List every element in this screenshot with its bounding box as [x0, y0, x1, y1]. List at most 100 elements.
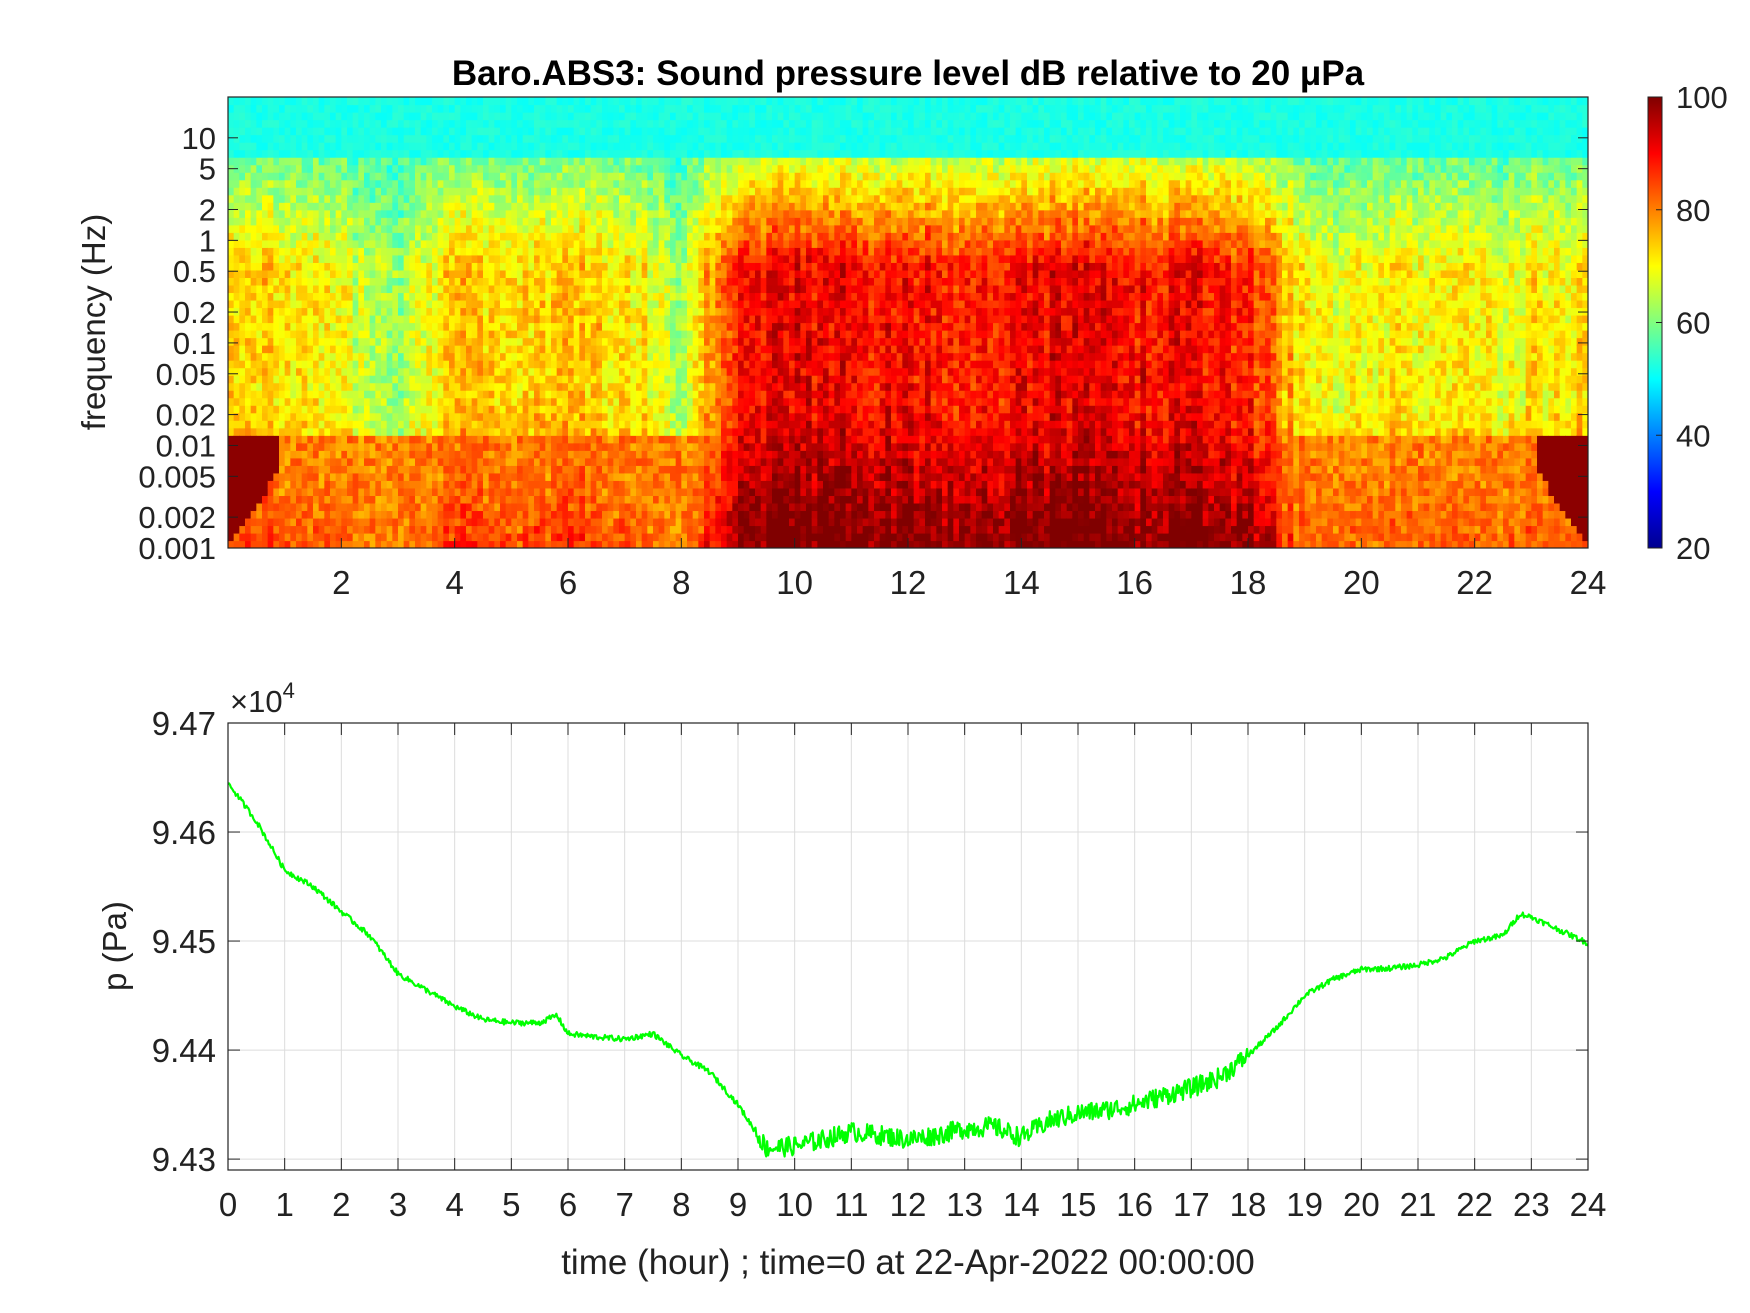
spectrogram-cell	[438, 323, 444, 331]
spectrogram-cell	[421, 292, 427, 300]
spectrogram-cell	[489, 488, 495, 496]
spectrogram-cell	[466, 330, 472, 338]
spectrogram-cell	[279, 503, 285, 511]
spectrogram-cell	[302, 247, 308, 255]
spectrogram-cell	[523, 112, 529, 120]
spectrogram-cell	[313, 510, 319, 518]
spectrogram-cell	[579, 368, 585, 376]
spectrogram-cell	[353, 390, 359, 398]
spectrogram-cell	[455, 195, 461, 203]
spectrogram-cell	[653, 112, 659, 120]
spectrogram-cell	[642, 518, 648, 526]
spectrogram-cell	[460, 105, 466, 113]
spectrogram-cell	[670, 307, 676, 315]
spectrogram-cell	[557, 262, 563, 270]
spectrogram-cell	[443, 345, 449, 353]
spectrogram-cell	[681, 315, 687, 323]
spectrogram-cell	[619, 533, 625, 541]
spectrogram-cell	[381, 262, 387, 270]
spectrogram-cell	[245, 360, 251, 368]
spectrogram-cell	[460, 345, 466, 353]
spectrogram-cell	[483, 428, 489, 436]
spectrogram-cell	[511, 277, 517, 285]
spectrogram-cell	[608, 488, 614, 496]
spectrogram-cell	[273, 180, 279, 188]
spectrogram-cell	[625, 240, 631, 248]
spectrogram-cell	[664, 390, 670, 398]
spectrogram-cell	[336, 165, 342, 173]
spectrogram-cell	[239, 383, 245, 391]
spectrogram-cell	[273, 413, 279, 421]
spectrogram-cell	[347, 458, 353, 466]
spectrogram-cell	[523, 105, 529, 113]
spectrogram-cell	[540, 323, 546, 331]
spectrogram-cell	[562, 503, 568, 511]
spectrogram-cell	[296, 405, 302, 413]
spectrogram-cell	[562, 277, 568, 285]
spectrogram-cell	[647, 405, 653, 413]
spectrogram-cell	[319, 465, 325, 473]
spectrogram-cell	[557, 435, 563, 443]
spectrogram-cell	[364, 112, 370, 120]
spectrogram-cell	[557, 405, 563, 413]
spectrogram-cell	[574, 172, 580, 180]
spectrogram-cell	[653, 323, 659, 331]
spectrogram-cell	[545, 383, 551, 391]
spectrogram-cell	[364, 353, 370, 361]
spectrogram-cell	[562, 232, 568, 240]
spectrogram-cell	[585, 413, 591, 421]
spectrogram-cell	[392, 435, 398, 443]
spectrogram-cell	[630, 405, 636, 413]
spectrogram-cell	[262, 375, 268, 383]
spectrogram-cell	[568, 503, 574, 511]
spectrogram-cell	[364, 165, 370, 173]
spectrogram-cell	[608, 473, 614, 481]
spectrogram-cell	[574, 202, 580, 210]
spectrogram-cell	[528, 330, 534, 338]
spectrogram-cell	[239, 315, 245, 323]
spectrogram-cell	[449, 120, 455, 128]
spectrogram-cell	[506, 488, 512, 496]
spectrogram-cell	[602, 112, 608, 120]
spectrogram-cell	[551, 420, 557, 428]
spectrogram-cell	[256, 277, 262, 285]
spectrogram-cell	[472, 300, 478, 308]
spectrogram-cell	[630, 217, 636, 225]
spectrogram-cell	[455, 338, 461, 346]
spectrogram-cell	[517, 540, 523, 548]
spectrogram-cell	[409, 195, 415, 203]
spectrogram-cell	[500, 142, 506, 150]
spectrogram-cell	[370, 180, 376, 188]
spectrogram-cell	[557, 443, 563, 451]
spectrogram-cell	[392, 510, 398, 518]
spectrogram-cell	[596, 112, 602, 120]
spectrogram-cell	[239, 450, 245, 458]
spectrogram-cell	[574, 127, 580, 135]
spectrogram-cell	[460, 120, 466, 128]
spectrogram-cell	[608, 338, 614, 346]
spectrogram-cell	[574, 495, 580, 503]
spectrogram-cell	[608, 315, 614, 323]
spectrogram-cell	[415, 390, 421, 398]
spectrogram-cell	[466, 225, 472, 233]
spectrogram-cell	[370, 255, 376, 263]
spectrogram-cell	[460, 540, 466, 548]
spectrogram-cell	[636, 465, 642, 473]
spectrogram-cell	[596, 225, 602, 233]
spectrogram-cell	[438, 232, 444, 240]
spectrogram-cell	[636, 458, 642, 466]
spectrogram-cell	[285, 307, 291, 315]
spectrogram-cell	[602, 142, 608, 150]
spectrogram-cell	[421, 383, 427, 391]
spectrogram-cell	[540, 300, 546, 308]
spectrogram-cell	[630, 338, 636, 346]
spectrogram-cell	[591, 127, 597, 135]
spectrogram-cell	[653, 495, 659, 503]
spectrogram-cell	[608, 450, 614, 458]
spectrogram-cell	[676, 390, 682, 398]
spectrogram-cell	[681, 195, 687, 203]
spectrogram-cell	[681, 345, 687, 353]
spectrogram-cell	[409, 225, 415, 233]
spectrogram-cell	[602, 315, 608, 323]
spectrogram-cell	[341, 232, 347, 240]
